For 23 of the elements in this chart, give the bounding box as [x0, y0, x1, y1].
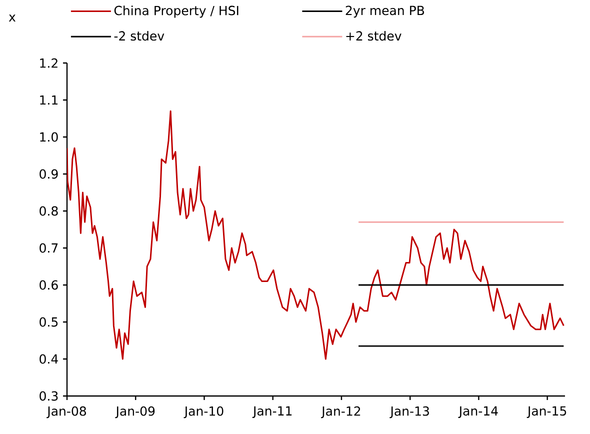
- y-tick-label: 1.0: [40, 132, 58, 142]
- y-tick-label: 0.5: [40, 317, 58, 327]
- x-tick-label: Jan-13: [390, 406, 429, 418]
- legend-label: China Property / HSI: [114, 6, 238, 18]
- legend-label: +2 stdev: [346, 30, 402, 41]
- x-tick-label: Jan-09: [115, 406, 155, 418]
- y-tick-label: 0.3: [40, 391, 58, 401]
- y-tick-label: 0.4: [40, 354, 58, 364]
- legend-label: -2 stdev: [114, 30, 164, 41]
- y-tick-label: 0.9: [40, 169, 58, 179]
- y-tick-label: 1.1: [40, 95, 58, 105]
- x-tick-label: Jan-14: [458, 406, 498, 418]
- x-tick-label: Jan-11: [252, 406, 292, 418]
- y-axis-title: x: [8, 14, 16, 22]
- y-tick-label: 0.8: [40, 206, 58, 216]
- x-tick-label: Jan-08: [46, 406, 86, 418]
- x-tick-label: Jan-10: [184, 406, 224, 418]
- y-tick-label: 1.2: [40, 58, 58, 68]
- x-tick-label: Jan-15: [526, 406, 566, 418]
- y-tick-label: 0.6: [40, 280, 58, 290]
- legend-label: 2yr mean PB: [346, 6, 424, 18]
- y-tick-label: 0.7: [40, 243, 58, 253]
- x-tick-label: Jan-12: [320, 406, 360, 418]
